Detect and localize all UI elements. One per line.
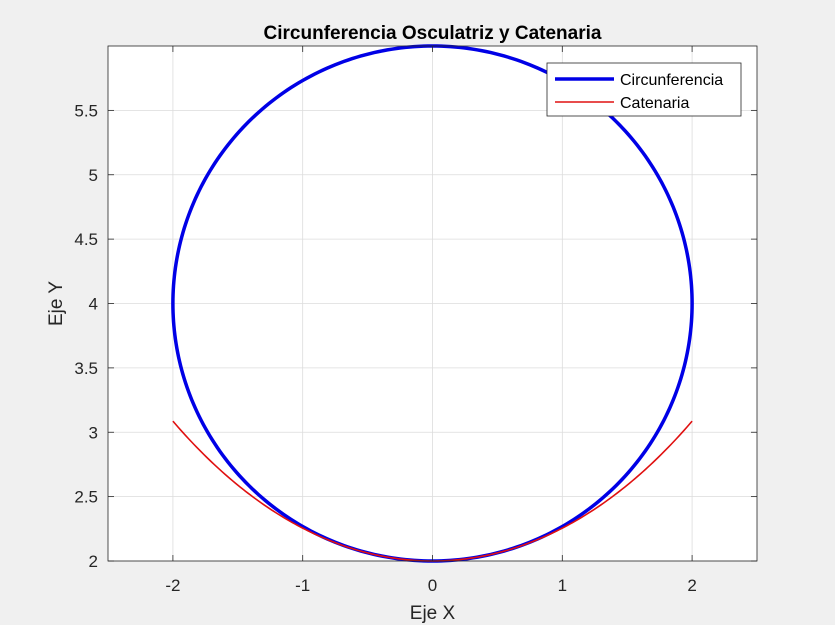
y-tick-label: 2.5 <box>74 488 98 507</box>
x-tick-label: 2 <box>687 576 696 595</box>
x-tick-label: 0 <box>428 576 437 595</box>
legend[interactable]: Circunferencia Catenaria <box>546 62 742 117</box>
ticks <box>108 46 757 562</box>
y-tick-label: 4 <box>89 295 98 314</box>
legend-label-circunferencia: Circunferencia <box>620 72 723 89</box>
tick-labels: -2 -1 0 1 2 2 2.5 3 3.5 4 4.5 5 5.5 <box>74 101 696 595</box>
y-tick-label: 3 <box>89 423 98 442</box>
y-axis-label: Eje Y <box>46 281 67 326</box>
y-tick-label: 5 <box>89 166 98 185</box>
x-tick-label: 1 <box>558 576 567 595</box>
x-tick-label: -1 <box>295 576 310 595</box>
x-axis-label: Eje X <box>410 603 456 624</box>
chart-title: Circunferencia Osculatriz y Catenaria <box>264 23 602 44</box>
legend-label-catenaria: Catenaria <box>620 95 689 112</box>
y-tick-label: 2 <box>89 552 98 571</box>
y-tick-label: 3.5 <box>74 359 98 378</box>
x-tick-label: -2 <box>165 576 180 595</box>
y-tick-label: 5.5 <box>74 101 98 120</box>
legend-box <box>546 62 742 117</box>
y-tick-label: 4.5 <box>74 230 98 249</box>
